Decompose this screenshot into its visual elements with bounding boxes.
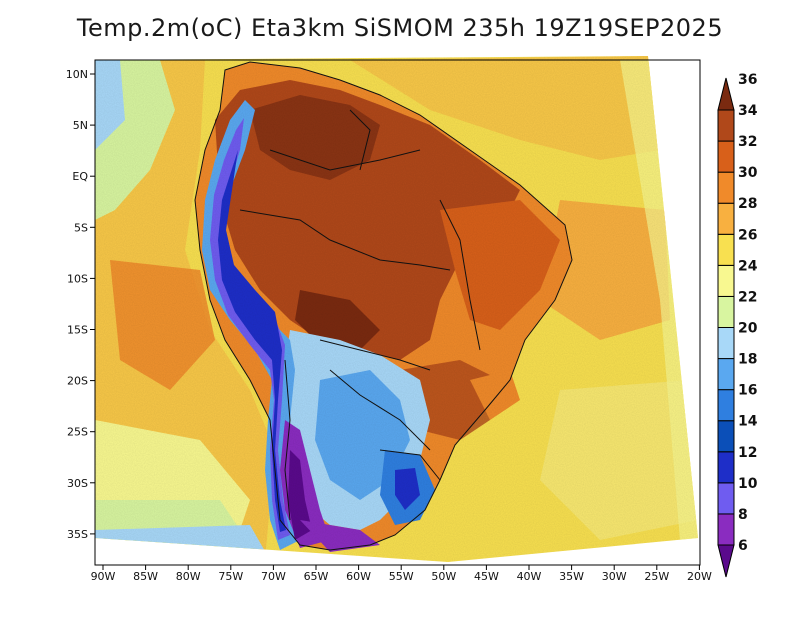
temperature-field bbox=[95, 56, 698, 562]
longitude-labels: 90W 85W 80W 75W 70W 65W 60W 55W 50W 45W 40W 35W 30W 2… bbox=[91, 565, 712, 583]
border-brazil-states bbox=[439, 199, 481, 351]
colorbar-segment bbox=[717, 140, 735, 173]
lon-label: 70W bbox=[261, 570, 286, 583]
colorbar-segment bbox=[717, 233, 735, 266]
lon-label: 25W bbox=[644, 570, 669, 583]
lat-label: 10N bbox=[66, 68, 88, 81]
lon-label: 45W bbox=[474, 570, 499, 583]
border-bolivia-south bbox=[319, 339, 431, 371]
border-guyanas bbox=[349, 109, 371, 171]
colorbar-segment bbox=[717, 327, 735, 360]
colorbar-label: 22 bbox=[738, 289, 757, 305]
colorbar-min-arrow bbox=[717, 544, 735, 578]
lon-label: 20W bbox=[687, 570, 712, 583]
lon-label: 35W bbox=[559, 570, 584, 583]
colorbar-label: 18 bbox=[738, 352, 757, 368]
colorbar: 6 8 10 12 14 16 18 20 22 24 26 28 30 32 34 36 bbox=[717, 72, 758, 578]
lon-label: 65W bbox=[304, 570, 329, 583]
border-uruguay bbox=[379, 449, 441, 481]
lon-label: 80W bbox=[176, 570, 201, 583]
colorbar-label: 24 bbox=[738, 258, 758, 274]
lat-label: 15S bbox=[67, 324, 88, 337]
colorbar-label: 12 bbox=[738, 445, 757, 461]
colorbar-segment bbox=[717, 389, 735, 422]
lat-label: 35S bbox=[67, 528, 88, 541]
colorbar-segment bbox=[717, 171, 735, 204]
lat-label: 5N bbox=[73, 119, 88, 132]
colorbar-label: 30 bbox=[738, 165, 758, 181]
lat-label: 10S bbox=[67, 272, 88, 285]
lon-label: 75W bbox=[218, 570, 243, 583]
lat-label: 25S bbox=[67, 426, 88, 439]
lat-label: 5S bbox=[74, 221, 88, 234]
map-title: Temp.2m(oC) Eta3km SiSMOM 235h 19Z19SEP2… bbox=[76, 14, 724, 42]
colorbar-segment bbox=[717, 513, 735, 546]
colorbar-label: 14 bbox=[738, 414, 758, 430]
colorbar-label: 32 bbox=[738, 134, 757, 150]
colorbar-segment bbox=[717, 264, 735, 297]
latitude-labels: 10N 5N EQ 5S 10S 15S 20S 25S 30S 35S bbox=[66, 68, 95, 541]
lon-label: 50W bbox=[431, 570, 456, 583]
colorbar-label: 36 bbox=[738, 72, 757, 88]
colorbar-label: 6 bbox=[738, 538, 748, 554]
colorbar-segment bbox=[717, 420, 735, 453]
lat-label: 30S bbox=[67, 477, 88, 490]
colorbar-label: 10 bbox=[738, 476, 758, 492]
colorbar-segment bbox=[717, 109, 735, 142]
colorbar-segment bbox=[717, 202, 735, 235]
lon-label: 40W bbox=[517, 570, 542, 583]
lon-label: 60W bbox=[346, 570, 371, 583]
colorbar-segment bbox=[717, 451, 735, 484]
colorbar-label: 16 bbox=[738, 383, 757, 399]
country-borders bbox=[194, 61, 573, 551]
continent-coastline bbox=[194, 61, 573, 551]
colorbar-label: 34 bbox=[738, 103, 758, 119]
lon-label: 85W bbox=[133, 570, 158, 583]
colorbar-label: 26 bbox=[738, 227, 757, 243]
colorbar-label: 28 bbox=[738, 196, 757, 212]
border-chile-argentina bbox=[284, 359, 291, 521]
field-texture bbox=[95, 56, 698, 562]
lon-label: 90W bbox=[91, 570, 116, 583]
lat-label: EQ bbox=[72, 170, 88, 183]
border-peru-brazil bbox=[239, 209, 451, 271]
lat-label: 20S bbox=[67, 375, 88, 388]
map-frame bbox=[94, 59, 701, 566]
border-brazil-north bbox=[269, 149, 421, 171]
colorbar-max-arrow bbox=[717, 77, 735, 111]
border-paraguay bbox=[329, 369, 431, 451]
colorbar-label: 20 bbox=[738, 321, 758, 337]
lon-label: 55W bbox=[389, 570, 414, 583]
colorbar-segment bbox=[717, 358, 735, 391]
colorbar-label: 8 bbox=[738, 507, 748, 523]
colorbar-segment bbox=[717, 295, 735, 328]
lon-label: 30W bbox=[602, 570, 627, 583]
colorbar-segment bbox=[717, 482, 735, 515]
